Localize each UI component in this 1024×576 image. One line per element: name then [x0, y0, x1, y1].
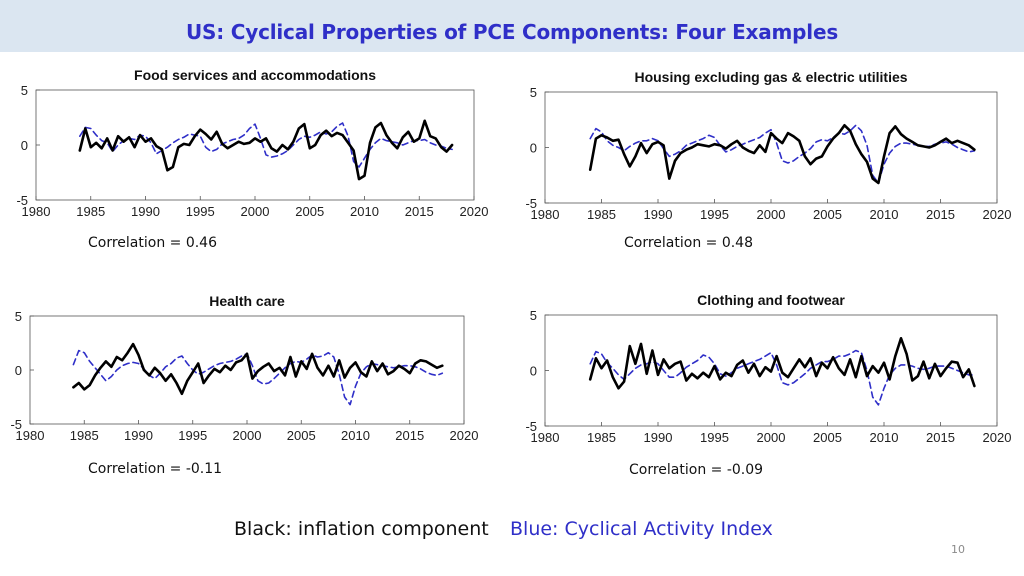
y-tick-label: -5 — [525, 196, 537, 211]
series-line-inflation — [78, 119, 454, 181]
x-tick-label: 1980 — [531, 430, 560, 445]
y-tick-label: 0 — [21, 138, 28, 153]
x-tick-label: 1980 — [16, 428, 45, 443]
series-line-activity — [589, 124, 976, 184]
x-tick-label: 2000 — [241, 204, 270, 219]
legend-activity: Blue: Cyclical Activity Index — [510, 518, 773, 540]
y-tick-label: 0 — [15, 363, 22, 378]
chart-title: Health care — [209, 293, 285, 309]
y-tick-label: 0 — [530, 141, 537, 156]
chart-title: Housing excluding gas & electric utiliti… — [634, 69, 907, 85]
x-tick-label: 1990 — [131, 204, 160, 219]
x-tick-label: 2005 — [813, 430, 842, 445]
x-tick-label: 1995 — [700, 207, 729, 222]
plot-frame — [29, 315, 465, 425]
x-tick-label: 2005 — [287, 428, 316, 443]
y-tick-label: 0 — [530, 364, 537, 379]
x-tick-label: 2015 — [405, 204, 434, 219]
series-line-inflation — [588, 124, 976, 185]
y-tick-label: -5 — [525, 419, 537, 434]
x-tick-label: 1980 — [22, 204, 51, 219]
x-tick-label: 2000 — [233, 428, 262, 443]
x-tick-label: 1990 — [644, 430, 673, 445]
x-tick-label: 2010 — [870, 207, 899, 222]
title-bar — [0, 0, 1024, 52]
page-number: 10 — [951, 543, 965, 556]
x-tick-label: 2005 — [813, 207, 842, 222]
x-tick-label: 2010 — [341, 428, 370, 443]
x-tick-label: 1985 — [587, 430, 616, 445]
x-tick-label: 1990 — [644, 207, 673, 222]
x-tick-label: 1985 — [587, 207, 616, 222]
x-tick-label: 2020 — [983, 430, 1012, 445]
y-tick-label: 5 — [21, 83, 28, 98]
x-tick-label: 1980 — [531, 207, 560, 222]
x-tick-label: 2015 — [395, 428, 424, 443]
chart-title: Clothing and footwear — [697, 292, 845, 308]
slide-title: US: Cyclical Properties of PCE Component… — [185, 20, 839, 44]
x-tick-label: 2005 — [295, 204, 324, 219]
x-tick-label: 2020 — [450, 428, 479, 443]
x-tick-label: 2020 — [983, 207, 1012, 222]
x-tick-label: 1990 — [124, 428, 153, 443]
plot-frame — [35, 89, 475, 201]
correlation-label-health: Correlation = -0.11 — [88, 461, 223, 477]
correlation-label-clothing: Correlation = -0.09 — [629, 462, 764, 478]
x-tick-label: 2000 — [757, 207, 786, 222]
series-line-inflation — [588, 336, 976, 390]
x-tick-label: 1985 — [70, 428, 99, 443]
chart-title: Food services and accommodations — [134, 67, 376, 83]
y-tick-label: -5 — [16, 193, 28, 208]
series-line-inflation — [72, 342, 444, 396]
correlation-label-housing: Correlation = 0.48 — [624, 235, 754, 251]
x-tick-label: 1995 — [178, 428, 207, 443]
legend-inflation: Black: inflation component — [234, 518, 489, 540]
x-tick-label: 2015 — [926, 430, 955, 445]
y-tick-label: 5 — [15, 309, 22, 324]
y-tick-label: 5 — [530, 308, 537, 323]
x-tick-label: 2020 — [460, 204, 489, 219]
x-tick-label: 2015 — [926, 207, 955, 222]
y-tick-label: 5 — [530, 85, 537, 100]
x-tick-label: 1985 — [76, 204, 105, 219]
x-tick-label: 1995 — [700, 430, 729, 445]
correlation-label-food: Correlation = 0.46 — [88, 235, 218, 251]
x-tick-label: 2000 — [757, 430, 786, 445]
x-tick-label: 1995 — [186, 204, 215, 219]
x-tick-label: 2010 — [350, 204, 379, 219]
x-tick-label: 2010 — [870, 430, 899, 445]
y-tick-label: -5 — [10, 417, 22, 432]
